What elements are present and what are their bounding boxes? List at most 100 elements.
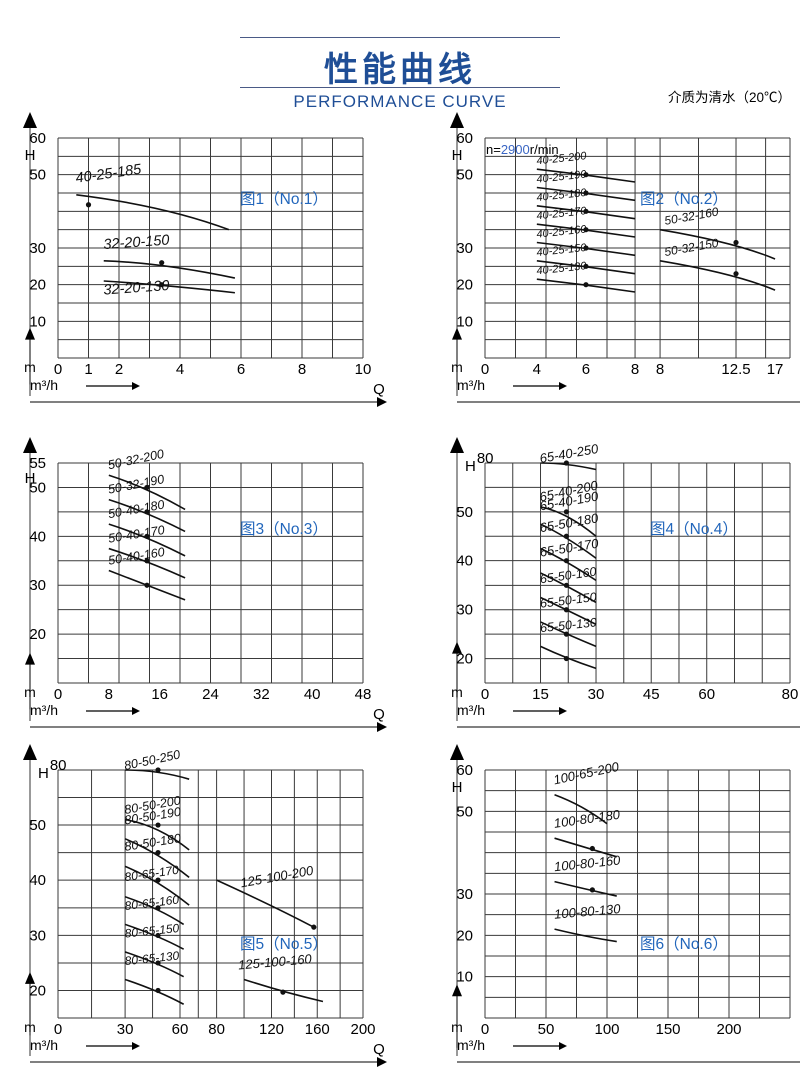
svg-text:1: 1	[84, 361, 92, 378]
svg-text:32: 32	[253, 686, 270, 703]
svg-text:16: 16	[151, 686, 168, 703]
svg-text:40: 40	[304, 686, 321, 703]
svg-text:80-65-170: 80-65-170	[124, 863, 180, 885]
svg-text:0: 0	[481, 686, 489, 703]
svg-text:40-25-185: 40-25-185	[75, 162, 144, 187]
svg-text:48: 48	[355, 686, 372, 703]
svg-text:50: 50	[456, 504, 473, 521]
svg-text:4: 4	[176, 361, 184, 378]
svg-text:10: 10	[456, 313, 473, 330]
svg-text:m: m	[451, 684, 463, 700]
svg-text:65-50-170: 65-50-170	[539, 536, 601, 560]
svg-text:80-65-130: 80-65-130	[124, 948, 180, 968]
svg-text:m³/h: m³/h	[30, 1037, 58, 1053]
svg-text:40: 40	[29, 872, 46, 889]
svg-text:4: 4	[533, 361, 541, 378]
svg-text:图3（No.3）: 图3（No.3）	[240, 521, 328, 538]
svg-text:20: 20	[456, 651, 473, 668]
svg-text:Q: Q	[373, 706, 385, 723]
svg-text:介质为清水（20℃）: 介质为清水（20℃）	[668, 90, 791, 105]
svg-text:图6（No.6）: 图6（No.6）	[640, 936, 728, 953]
svg-text:125-100-200: 125-100-200	[239, 863, 315, 891]
svg-text:50-40-160: 50-40-160	[107, 545, 166, 568]
svg-text:65-40-250: 65-40-250	[538, 441, 600, 466]
svg-text:m³/h: m³/h	[457, 702, 485, 718]
svg-text:50: 50	[538, 1021, 555, 1038]
svg-text:30: 30	[456, 886, 473, 903]
svg-text:m³/h: m³/h	[457, 377, 485, 393]
svg-text:20: 20	[29, 982, 46, 999]
svg-text:m: m	[451, 359, 463, 375]
svg-text:17: 17	[767, 361, 784, 378]
svg-text:图4（No.4）: 图4（No.4）	[650, 521, 738, 538]
svg-text:60: 60	[172, 1021, 189, 1038]
svg-text:100-80-130: 100-80-130	[553, 901, 621, 922]
svg-text:125-100-160: 125-100-160	[238, 951, 314, 972]
svg-text:8: 8	[631, 361, 639, 378]
svg-text:32-20-130: 32-20-130	[103, 278, 170, 299]
svg-text:120: 120	[259, 1021, 284, 1038]
svg-text:65-50-130: 65-50-130	[539, 615, 597, 635]
svg-text:40-25-180: 40-25-180	[536, 187, 588, 204]
svg-text:0: 0	[54, 1021, 62, 1038]
svg-text:H: H	[25, 147, 36, 164]
svg-text:0: 0	[481, 361, 489, 378]
svg-text:H: H	[452, 147, 463, 164]
svg-text:m: m	[451, 1019, 463, 1035]
svg-text:0: 0	[54, 361, 62, 378]
svg-text:80: 80	[208, 1021, 225, 1038]
svg-text:40-25-130: 40-25-130	[536, 260, 588, 277]
svg-text:24: 24	[202, 686, 219, 703]
svg-text:40: 40	[456, 553, 473, 570]
svg-text:2: 2	[115, 361, 123, 378]
svg-text:150: 150	[655, 1021, 680, 1038]
svg-text:32-20-150: 32-20-150	[103, 233, 170, 254]
svg-text:m: m	[24, 359, 36, 375]
svg-text:图5（No.5）: 图5（No.5）	[240, 936, 328, 953]
svg-text:100-65-200: 100-65-200	[552, 759, 621, 788]
svg-text:30: 30	[588, 686, 605, 703]
svg-text:100-80-180: 100-80-180	[553, 807, 622, 831]
svg-text:50: 50	[29, 167, 46, 184]
svg-text:50-32-150: 50-32-150	[663, 236, 720, 259]
svg-text:200: 200	[350, 1021, 375, 1038]
svg-text:H: H	[452, 779, 463, 796]
svg-text:50-32-200: 50-32-200	[107, 447, 166, 473]
svg-text:20: 20	[29, 277, 46, 294]
svg-text:10: 10	[456, 969, 473, 986]
svg-text:200: 200	[716, 1021, 741, 1038]
svg-text:H: H	[25, 470, 36, 487]
svg-text:40-25-150: 40-25-150	[536, 242, 588, 259]
svg-text:40-25-160: 40-25-160	[536, 223, 588, 240]
svg-text:50: 50	[456, 803, 473, 820]
svg-text:40-25-170: 40-25-170	[536, 205, 588, 222]
svg-text:20: 20	[29, 626, 46, 643]
svg-text:80-65-160: 80-65-160	[124, 892, 180, 913]
svg-text:30: 30	[456, 240, 473, 257]
svg-text:8: 8	[298, 361, 306, 378]
svg-text:15: 15	[532, 686, 549, 703]
svg-text:30: 30	[29, 577, 46, 594]
svg-text:45: 45	[643, 686, 660, 703]
svg-text:80: 80	[782, 686, 799, 703]
svg-text:160: 160	[305, 1021, 330, 1038]
svg-text:50-32-160: 50-32-160	[663, 205, 720, 228]
svg-text:0: 0	[481, 1021, 489, 1038]
svg-text:50-32-190: 50-32-190	[107, 472, 166, 497]
svg-text:60: 60	[456, 130, 473, 147]
svg-text:10: 10	[355, 361, 372, 378]
svg-text:m: m	[24, 1019, 36, 1035]
svg-text:30: 30	[29, 927, 46, 944]
svg-text:100: 100	[594, 1021, 619, 1038]
svg-text:10: 10	[29, 313, 46, 330]
svg-text:m³/h: m³/h	[30, 377, 58, 393]
svg-text:20: 20	[456, 277, 473, 294]
svg-text:50: 50	[456, 167, 473, 184]
svg-text:80-65-150: 80-65-150	[124, 921, 180, 941]
svg-text:Q: Q	[373, 381, 385, 398]
svg-text:40: 40	[29, 528, 46, 545]
svg-text:6: 6	[582, 361, 590, 378]
svg-text:0: 0	[54, 686, 62, 703]
svg-text:8: 8	[105, 686, 113, 703]
svg-text:30: 30	[29, 240, 46, 257]
